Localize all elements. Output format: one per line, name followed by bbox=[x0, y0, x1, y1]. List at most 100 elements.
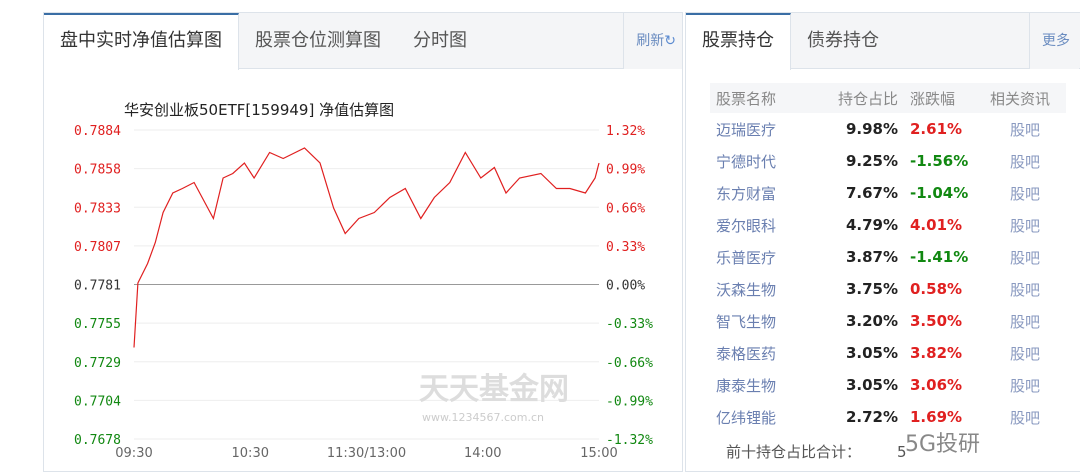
y-tick-left: 0.7807 bbox=[74, 240, 121, 255]
y-tick-right: -0.99% bbox=[606, 394, 653, 409]
y-tick-left: 0.7729 bbox=[74, 356, 121, 371]
guba-link[interactable]: 股吧 bbox=[1009, 152, 1040, 171]
guba-link[interactable]: 股吧 bbox=[1009, 120, 1040, 139]
nav-line bbox=[133, 147, 600, 348]
stock-weight: 2.72% bbox=[845, 408, 898, 426]
y-tick-right: 1.32% bbox=[606, 124, 645, 139]
stock-name-link[interactable]: 智飞生物 bbox=[716, 312, 777, 331]
header-name: 股票名称 bbox=[710, 83, 822, 113]
stock-change: 2.61% bbox=[910, 120, 963, 138]
stock-name-link[interactable]: 爱尔眼科 bbox=[716, 216, 777, 235]
table-row: 智飞生物 3.20% 3.50% 股吧 bbox=[710, 305, 1066, 337]
stock-change: 4.01% bbox=[910, 216, 963, 234]
y-tick-left: 0.7884 bbox=[74, 124, 121, 139]
y-tick-right: -0.33% bbox=[606, 317, 653, 332]
x-tick: 15:00 bbox=[580, 446, 617, 461]
table-row: 东方财富 7.67% -1.04% 股吧 bbox=[710, 177, 1066, 209]
stock-change: 3.50% bbox=[910, 312, 963, 330]
top10-label: 前十持仓占比合计： bbox=[726, 443, 862, 461]
holdings-panel: 股票持仓 债券持仓 更多 股票名称 持仓占比 涨跌幅 相关资讯 迈瑞医疗 9.9… bbox=[685, 12, 1080, 472]
tab-realtime-nav[interactable]: 盘中实时净值估算图 bbox=[44, 13, 239, 70]
y-tick-left: 0.7858 bbox=[74, 163, 121, 178]
table-row: 爱尔眼科 4.79% 4.01% 股吧 bbox=[710, 209, 1066, 241]
table-row: 迈瑞医疗 9.98% 2.61% 股吧 bbox=[710, 113, 1066, 145]
tab-stock-holdings[interactable]: 股票持仓 bbox=[686, 13, 791, 70]
stock-weight: 9.98% bbox=[845, 120, 898, 138]
tab-intraday[interactable]: 分时图 bbox=[413, 30, 467, 51]
x-tick: 09:30 bbox=[115, 446, 152, 461]
table-row: 沃森生物 3.75% 0.58% 股吧 bbox=[710, 273, 1066, 305]
y-tick-right: -1.32% bbox=[606, 433, 653, 448]
guba-link[interactable]: 股吧 bbox=[1009, 408, 1040, 427]
y-tick-right: -0.66% bbox=[606, 356, 653, 371]
stock-change: -1.56% bbox=[910, 152, 969, 170]
nav-estimate-panel: 盘中实时净值估算图 股票仓位测算图 分时图 刷新↻ 华安创业板50ETF[159… bbox=[43, 12, 683, 472]
header-weight: 持仓占比 bbox=[822, 83, 904, 113]
y-tick-left: 0.7678 bbox=[74, 433, 121, 448]
chart-title: 华安创业板50ETF[159949] 净值估算图 bbox=[124, 101, 394, 119]
y-tick-left: 0.7781 bbox=[74, 279, 121, 294]
y-tick-right: 0.99% bbox=[606, 163, 645, 178]
table-row: 泰格医药 3.05% 3.82% 股吧 bbox=[710, 337, 1066, 369]
guba-link[interactable]: 股吧 bbox=[1009, 248, 1040, 267]
stock-change: 1.69% bbox=[910, 408, 963, 426]
stock-change: 3.82% bbox=[910, 344, 963, 362]
stock-weight: 3.05% bbox=[845, 376, 898, 394]
stock-weight: 4.79% bbox=[845, 216, 898, 234]
stock-name-link[interactable]: 乐普医疗 bbox=[716, 248, 777, 267]
refresh-label: 刷新 bbox=[636, 33, 665, 49]
guba-link[interactable]: 股吧 bbox=[1009, 216, 1040, 235]
stock-change: 0.58% bbox=[910, 280, 963, 298]
stock-weight: 3.20% bbox=[845, 312, 898, 330]
holdings-table: 股票名称 持仓占比 涨跌幅 相关资讯 迈瑞医疗 9.98% 2.61% 股吧 宁德… bbox=[710, 83, 1066, 433]
guba-link[interactable]: 股吧 bbox=[1009, 184, 1040, 203]
guba-link[interactable]: 股吧 bbox=[1009, 344, 1040, 363]
top10-total: 前十持仓占比合计： 5 bbox=[726, 441, 907, 462]
stock-weight: 3.75% bbox=[845, 280, 898, 298]
stock-weight: 3.05% bbox=[845, 344, 898, 362]
header-info: 相关资讯 bbox=[984, 83, 1066, 113]
y-tick-left: 0.7704 bbox=[74, 394, 121, 409]
top10-value: 5 bbox=[897, 443, 907, 461]
x-tick: 14:00 bbox=[464, 446, 501, 461]
table-row: 乐普医疗 3.87% -1.41% 股吧 bbox=[710, 241, 1066, 273]
table-row: 亿纬锂能 2.72% 1.69% 股吧 bbox=[710, 401, 1066, 433]
y-tick-right: 0.00% bbox=[606, 279, 645, 294]
refresh-button[interactable]: 刷新↻ bbox=[623, 13, 682, 69]
stock-name-link[interactable]: 泰格医药 bbox=[716, 344, 777, 363]
chart-watermark: 天天基金网 bbox=[419, 372, 569, 407]
stock-change: -1.04% bbox=[910, 184, 969, 202]
right-tab-bar: 股票持仓 债券持仓 更多 bbox=[686, 13, 1080, 70]
refresh-icon: ↻ bbox=[664, 33, 676, 49]
y-tick-right: 0.66% bbox=[606, 201, 645, 216]
stock-name-link[interactable]: 宁德时代 bbox=[716, 152, 777, 171]
y-tick-left: 0.7755 bbox=[74, 317, 121, 332]
watermark: 5G投研 bbox=[905, 432, 981, 457]
x-tick: 11:30/13:00 bbox=[327, 446, 406, 461]
table-row: 宁德时代 9.25% -1.56% 股吧 bbox=[710, 145, 1066, 177]
stock-change: 3.06% bbox=[910, 376, 963, 394]
stock-name-link[interactable]: 亿纬锂能 bbox=[716, 408, 777, 427]
stock-name-link[interactable]: 康泰生物 bbox=[716, 376, 777, 395]
tab-bond-holdings[interactable]: 债券持仓 bbox=[807, 30, 879, 51]
chart-watermark-url: www.1234567.com.cn bbox=[422, 411, 544, 424]
y-tick-left: 0.7833 bbox=[74, 201, 121, 216]
stock-name-link[interactable]: 迈瑞医疗 bbox=[716, 120, 777, 139]
guba-link[interactable]: 股吧 bbox=[1009, 376, 1040, 395]
table-row: 康泰生物 3.05% 3.06% 股吧 bbox=[710, 369, 1066, 401]
x-tick: 10:30 bbox=[232, 446, 269, 461]
stock-weight: 3.87% bbox=[845, 248, 898, 266]
stock-change: -1.41% bbox=[910, 248, 969, 266]
more-link[interactable]: 更多 bbox=[1029, 13, 1079, 69]
tab-position-estimate[interactable]: 股票仓位测算图 bbox=[255, 30, 381, 51]
left-tab-bar: 盘中实时净值估算图 股票仓位测算图 分时图 刷新↻ bbox=[44, 13, 682, 70]
stock-weight: 9.25% bbox=[845, 152, 898, 170]
stock-weight: 7.67% bbox=[845, 184, 898, 202]
stock-name-link[interactable]: 沃森生物 bbox=[716, 280, 777, 299]
stock-name-link[interactable]: 东方财富 bbox=[716, 184, 777, 203]
guba-link[interactable]: 股吧 bbox=[1009, 312, 1040, 331]
y-tick-right: 0.33% bbox=[606, 240, 645, 255]
header-change: 涨跌幅 bbox=[904, 83, 984, 113]
guba-link[interactable]: 股吧 bbox=[1009, 280, 1040, 299]
